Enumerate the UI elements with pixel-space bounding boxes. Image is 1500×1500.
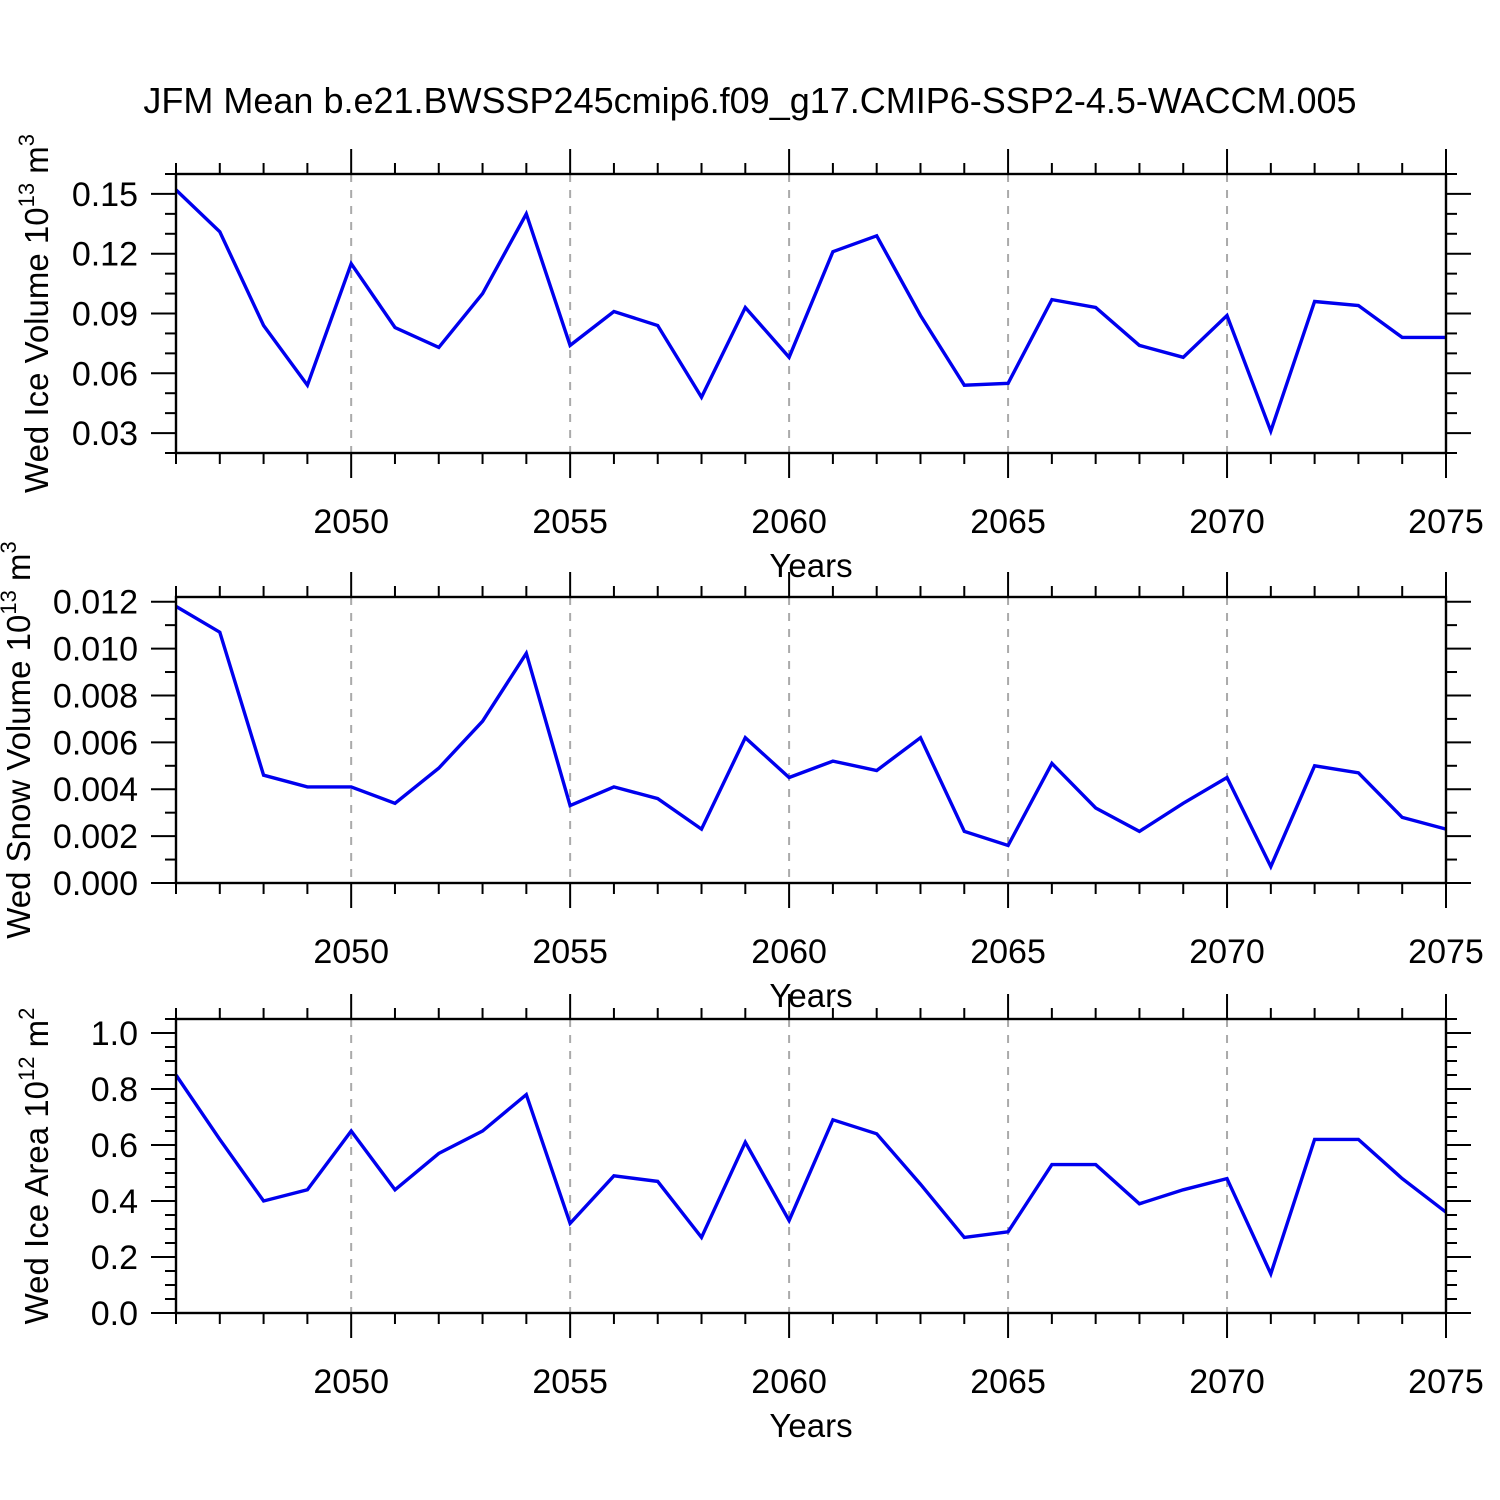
x-tick-label: 2070 (1189, 1363, 1265, 1401)
x-tick-label: 2070 (1189, 933, 1265, 971)
y-tick-label: 0.006 (53, 724, 138, 762)
x-tick-label: 2055 (532, 1363, 608, 1401)
x-tick-label: 2070 (1189, 503, 1265, 541)
x-tick-label: 2060 (751, 1363, 827, 1401)
x-tick-label: 2055 (532, 503, 608, 541)
x-tick-label: 2075 (1408, 503, 1484, 541)
axis-border (174, 1017, 1448, 1315)
x-tick-label: 2065 (970, 1363, 1046, 1401)
axis-border (174, 595, 1448, 885)
y-tick-label: 0.004 (53, 771, 138, 809)
y-tick-label: 0.15 (72, 176, 138, 214)
panel-snow-volume: 0.000 0.002 0.004 0.006 0.008 0.010 0.012 2050 2… (0, 541, 1484, 1014)
y-tick-label: 0.6 (91, 1127, 138, 1165)
x-tick-label: 2065 (970, 503, 1046, 541)
y-tick-label: 0.008 (53, 677, 138, 715)
y-tick-label: 0.03 (72, 415, 138, 453)
x-tick-label: 2075 (1408, 933, 1484, 971)
y-axis-title: Wed Snow Volume 1013 m3 (0, 541, 37, 939)
y-tick-label: 0.000 (53, 865, 138, 903)
y-tick-label: 0.0 (91, 1295, 138, 1333)
panel-ice-volume: 0.03 0.06 0.09 0.12 0.15 2050 2055 2060 2065 2070… (14, 134, 1484, 584)
x-tick-label: 2055 (532, 933, 608, 971)
y-tick-label: 0.012 (53, 584, 138, 622)
x-axis-title: Years (769, 1407, 852, 1444)
x-axis-title: Years (769, 977, 852, 1014)
y-tick-label: 1.0 (91, 1015, 138, 1053)
x-axis-title: Years (769, 547, 852, 584)
y-tick-label: 0.010 (53, 631, 138, 669)
figure-title: JFM Mean b.e21.BWSSP245cmip6.f09_g17.CMI… (143, 80, 1356, 121)
y-axis-title: Wed Ice Area 1012 m2 (14, 1008, 55, 1325)
series-line-ice-area (174, 1074, 1448, 1279)
series-line-ice-volume (174, 188, 1446, 437)
y-tick-label: 0.4 (91, 1183, 138, 1221)
axis-border (174, 172, 1448, 455)
x-tick-label: 2060 (751, 933, 827, 971)
y-tick-label: 0.2 (91, 1239, 138, 1277)
x-tick-label: 2050 (313, 503, 389, 541)
panels-group: 0.03 0.06 0.09 0.12 0.15 2050 2055 2060 2065 2070… (0, 134, 1484, 1444)
x-tick-label: 2050 (313, 1363, 389, 1401)
y-tick-label: 0.12 (72, 236, 138, 274)
y-axis-title: Wed Ice Volume 1013 m3 (14, 134, 55, 493)
x-tick-label: 2065 (970, 933, 1046, 971)
y-tick-label: 0.06 (72, 355, 138, 393)
y-tick-label: 0.09 (72, 296, 138, 334)
panel-ice-area: 0.0 0.2 0.4 0.6 0.8 1.0 2050 2055 2060 2065 2070 20… (14, 994, 1484, 1444)
x-tick-label: 2075 (1408, 1363, 1484, 1401)
x-tick-label: 2060 (751, 503, 827, 541)
y-tick-label: 0.002 (53, 818, 138, 856)
series-line-snow-volume (175, 604, 1447, 871)
x-tick-label: 2050 (313, 933, 389, 971)
y-tick-label: 0.8 (91, 1071, 138, 1109)
